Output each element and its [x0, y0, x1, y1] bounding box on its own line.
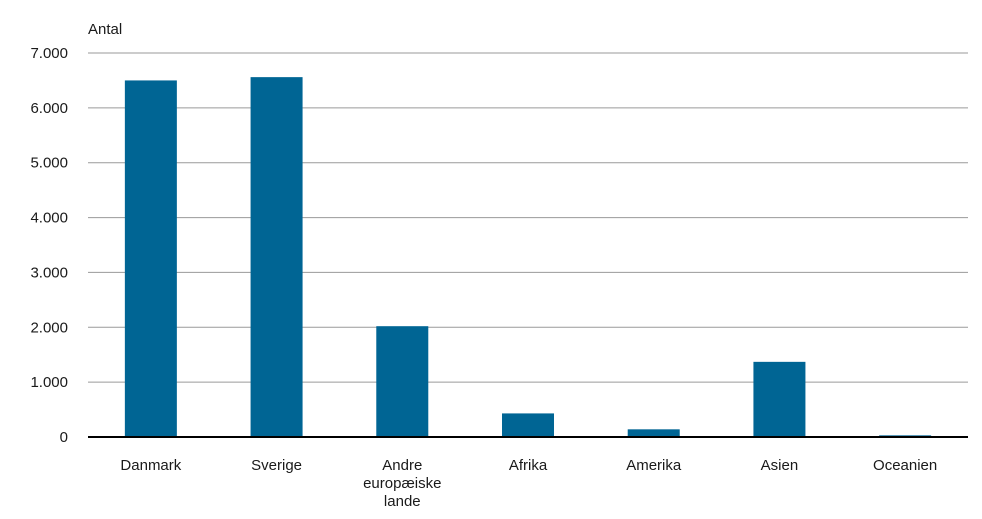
- bar: [376, 326, 429, 437]
- x-category-label: Afrika: [509, 457, 548, 474]
- x-category-label-line: Danmark: [120, 457, 181, 474]
- x-category-label-line: Asien: [761, 457, 799, 474]
- x-category-label-line: Andre: [382, 457, 422, 474]
- x-category-label: Oceanien: [873, 457, 937, 474]
- bar: [502, 413, 554, 437]
- x-category-label-line: europæiske: [363, 475, 441, 492]
- y-tick-label: 3.000: [30, 264, 68, 281]
- y-tick-label: 2.000: [30, 319, 68, 336]
- y-tick-label: 4.000: [30, 210, 68, 227]
- y-tick-label: 1.000: [30, 374, 68, 391]
- x-category-label-line: Afrika: [509, 457, 548, 474]
- x-category-label-line: Sverige: [251, 457, 302, 474]
- bar: [753, 361, 806, 437]
- bars: [124, 77, 932, 437]
- gridlines: [88, 52, 968, 383]
- x-category-label: Amerika: [626, 457, 682, 474]
- y-tick-label: 7.000: [30, 45, 68, 62]
- x-category-label: Sverige: [251, 457, 302, 474]
- x-category-label-line: Oceanien: [873, 457, 937, 474]
- x-category-label-line: lande: [384, 493, 421, 510]
- x-category-label-line: Amerika: [626, 457, 682, 474]
- bar: [124, 80, 177, 437]
- y-tick-label: 6.000: [30, 100, 68, 117]
- x-category-label: Andre europæiske lande: [363, 457, 441, 510]
- bar: [627, 429, 680, 437]
- y-tick-label: 0: [60, 429, 68, 446]
- y-axis-label: Antal: [88, 21, 122, 38]
- y-tick-label: 5.000: [30, 155, 68, 172]
- x-category-label: Danmark: [120, 457, 181, 474]
- y-axis-ticks: 0 1.000 2.000 3.000 4.000 5.000 6.000 7.000: [30, 45, 68, 446]
- x-axis-categories: Danmark Sverige Andre europæiske lande Afrika…: [120, 457, 937, 510]
- bar: [250, 77, 303, 437]
- x-category-label: Asien: [761, 457, 799, 474]
